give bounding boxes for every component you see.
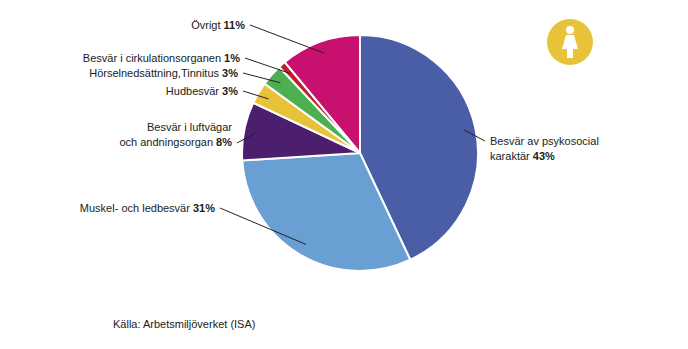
svg-text:Besvär av psykosocial: Besvär av psykosocial [490, 135, 599, 147]
svg-text:karaktär 43%: karaktär 43% [490, 150, 555, 162]
svg-text:Muskel- och ledbesvär 31%: Muskel- och ledbesvär 31% [80, 202, 215, 214]
svg-text:Hörselnedsättning,Tinnitus 3%: Hörselnedsättning,Tinnitus 3% [89, 67, 238, 79]
svg-text:och andningsorgan 8%: och andningsorgan 8% [119, 136, 232, 148]
svg-text:Hudbesvär 3%: Hudbesvär 3% [166, 85, 238, 97]
svg-text:Besvär i cirkulationsorganen 1: Besvär i cirkulationsorganen 1% [83, 52, 240, 64]
svg-text:Besvär i luftvägar: Besvär i luftvägar [147, 121, 232, 133]
svg-text:Övrigt 11%: Övrigt 11% [191, 19, 245, 31]
html-text:Källa: Arbetsmiljöverket (ISA): Källa: Arbetsmiljöverket (ISA) [113, 318, 256, 330]
